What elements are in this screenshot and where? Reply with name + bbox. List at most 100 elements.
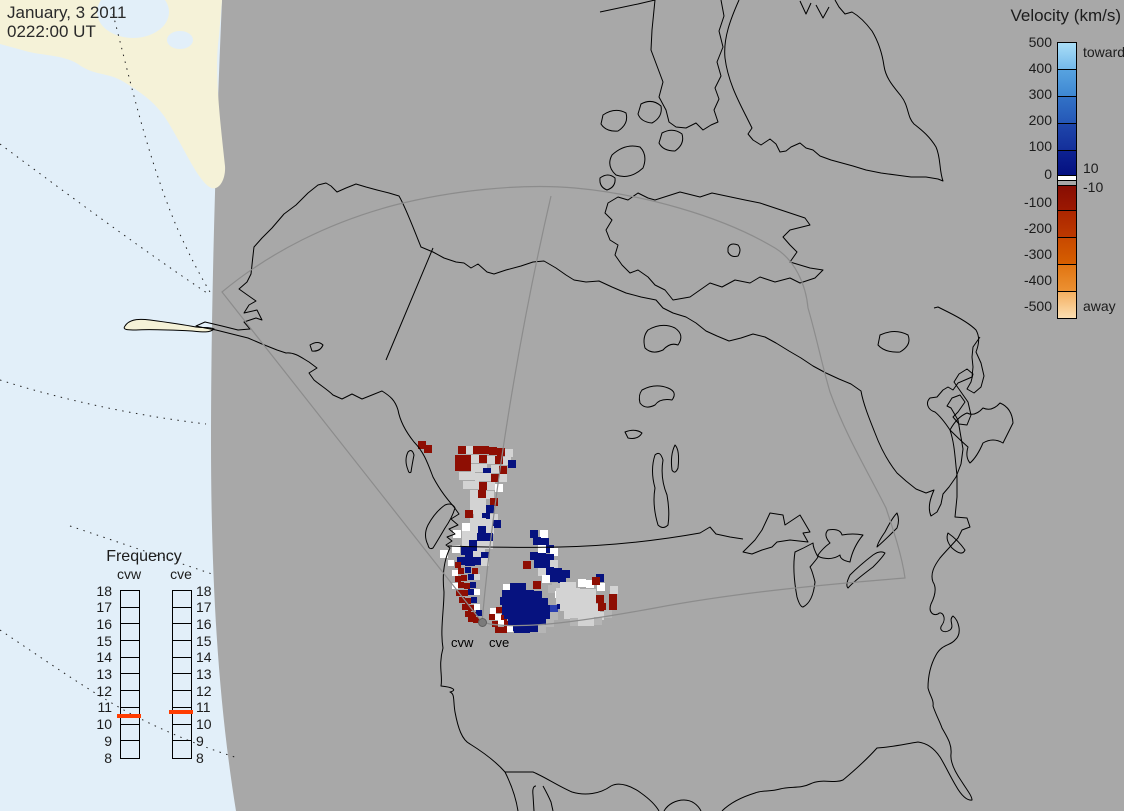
- frequency-bar-segment: [121, 623, 139, 640]
- velocity-cell: [564, 588, 572, 596]
- island-newfoundland: [949, 402, 1014, 464]
- velocity-cell: [481, 558, 489, 566]
- velocity-cell: [452, 570, 458, 576]
- velocity-cell: [458, 582, 464, 588]
- velocity-cell: [453, 530, 461, 538]
- velocity-cell: [550, 548, 558, 556]
- velocity-cell: [533, 537, 541, 545]
- frequency-bar-segment: [173, 690, 191, 707]
- frequency-tick-label: 8: [104, 749, 112, 766]
- velocity-cell: [558, 575, 566, 583]
- velocity-cell: [578, 618, 586, 626]
- velocity-cell: [462, 558, 468, 564]
- frequency-bar-segment: [173, 740, 191, 757]
- velocity-cell: [588, 596, 596, 604]
- graticule-line: [112, 13, 211, 293]
- radar-site-dot: [478, 618, 487, 627]
- velocity-cell: [462, 604, 468, 610]
- frequency-bar-segment: [121, 690, 139, 707]
- lake-winnipeg: [652, 452, 670, 528]
- velocity-tick-label: -300: [1023, 246, 1052, 262]
- velocity-cell: [452, 583, 458, 589]
- velocity-tick-label: -400: [1023, 272, 1052, 288]
- radar-fov: [221, 185, 906, 627]
- velocity-cell: [518, 604, 526, 612]
- velocity-cell: [479, 455, 487, 463]
- velocity-cell: [474, 513, 482, 521]
- velocity-cell: [584, 604, 592, 612]
- velocity-cell: [487, 482, 495, 490]
- border-alaska-canada: [385, 247, 434, 361]
- dayside-land-siberia: [0, 0, 226, 189]
- velocity-colorbar-segment: [1058, 69, 1076, 96]
- velocity-cell: [528, 611, 536, 619]
- velocity-cell: [532, 618, 540, 626]
- lake-great-slave: [638, 385, 675, 408]
- coastline-vancouver-island: [425, 503, 456, 550]
- velocity-tick-label: -500: [1023, 298, 1052, 314]
- velocity-cell: [474, 604, 480, 610]
- frequency-bar-segment: [121, 740, 139, 757]
- velocity-cell: [556, 596, 564, 604]
- radar-fov-divider: [481, 195, 552, 623]
- velocity-cell: [502, 590, 510, 598]
- lake-huron: [817, 529, 864, 563]
- frequency-tick-label: 17: [196, 599, 212, 616]
- velocity-cell: [597, 583, 605, 591]
- radar-fov-outline: [221, 185, 906, 627]
- frequency-panel-title: Frequency: [106, 548, 182, 565]
- frequency-tick-label: 14: [96, 649, 112, 666]
- velocity-cell: [570, 618, 578, 626]
- frequency-tick-label: 13: [96, 666, 112, 682]
- velocity-cell: [568, 582, 576, 590]
- lake-winnipegosis: [670, 444, 680, 473]
- velocity-cell: [564, 596, 572, 604]
- velocity-tick-label: 300: [1028, 86, 1052, 102]
- island-arctic-small-2: [637, 100, 662, 124]
- velocity-cell: [604, 610, 612, 618]
- velocity-cell: [580, 589, 588, 597]
- frequency-tick-label: 14: [196, 649, 212, 666]
- velocity-cell: [448, 560, 454, 566]
- velocity-cell: [562, 570, 570, 578]
- velocity-cell: [465, 567, 471, 573]
- island-devon-ellesmere: [599, 0, 725, 131]
- velocity-cell: [594, 617, 602, 625]
- velocity-cell: [550, 560, 558, 568]
- coastline-north-america-west-arctic: [195, 182, 985, 811]
- coastlines: [195, 0, 1014, 811]
- velocity-cell: [471, 464, 479, 472]
- velocity-cell: [476, 610, 482, 616]
- velocity-tick-label: 200: [1028, 112, 1052, 128]
- island-victoria: [604, 191, 824, 301]
- velocity-cell: [490, 514, 498, 522]
- velocity-cell: [468, 616, 474, 622]
- velocity-cell: [560, 582, 568, 590]
- upper-threshold-label: 10: [1083, 160, 1099, 176]
- velocity-cell: [469, 560, 475, 566]
- velocity-cell: [508, 597, 516, 605]
- velocity-cell: [463, 455, 471, 463]
- velocity-cell: [560, 603, 568, 611]
- frequency-bar-segment: [173, 623, 191, 640]
- velocity-tick-label: 500: [1028, 34, 1052, 50]
- velocity-colorbar-segment: [1058, 175, 1076, 180]
- velocity-cell: [596, 595, 604, 603]
- velocity-cell: [542, 605, 550, 613]
- velocity-cell: [470, 518, 478, 526]
- velocity-cell: [512, 611, 520, 619]
- velocity-cell: [592, 604, 600, 612]
- velocity-cell: [492, 621, 498, 627]
- velocity-tick-label: -200: [1023, 220, 1052, 236]
- velocity-cell: [479, 482, 487, 490]
- frequency-tick-label: 10: [196, 716, 212, 733]
- velocity-tick-label: 0: [1044, 166, 1052, 182]
- graticule-lines: [0, 13, 239, 759]
- velocity-cell: [505, 449, 513, 457]
- velocity-cell: [534, 591, 542, 599]
- velocity-cell: [540, 618, 548, 626]
- frequency-bar-segment: [173, 706, 191, 724]
- graticule-line: [0, 143, 208, 294]
- velocity-cell: [418, 441, 426, 449]
- velocity-cell: [507, 626, 513, 632]
